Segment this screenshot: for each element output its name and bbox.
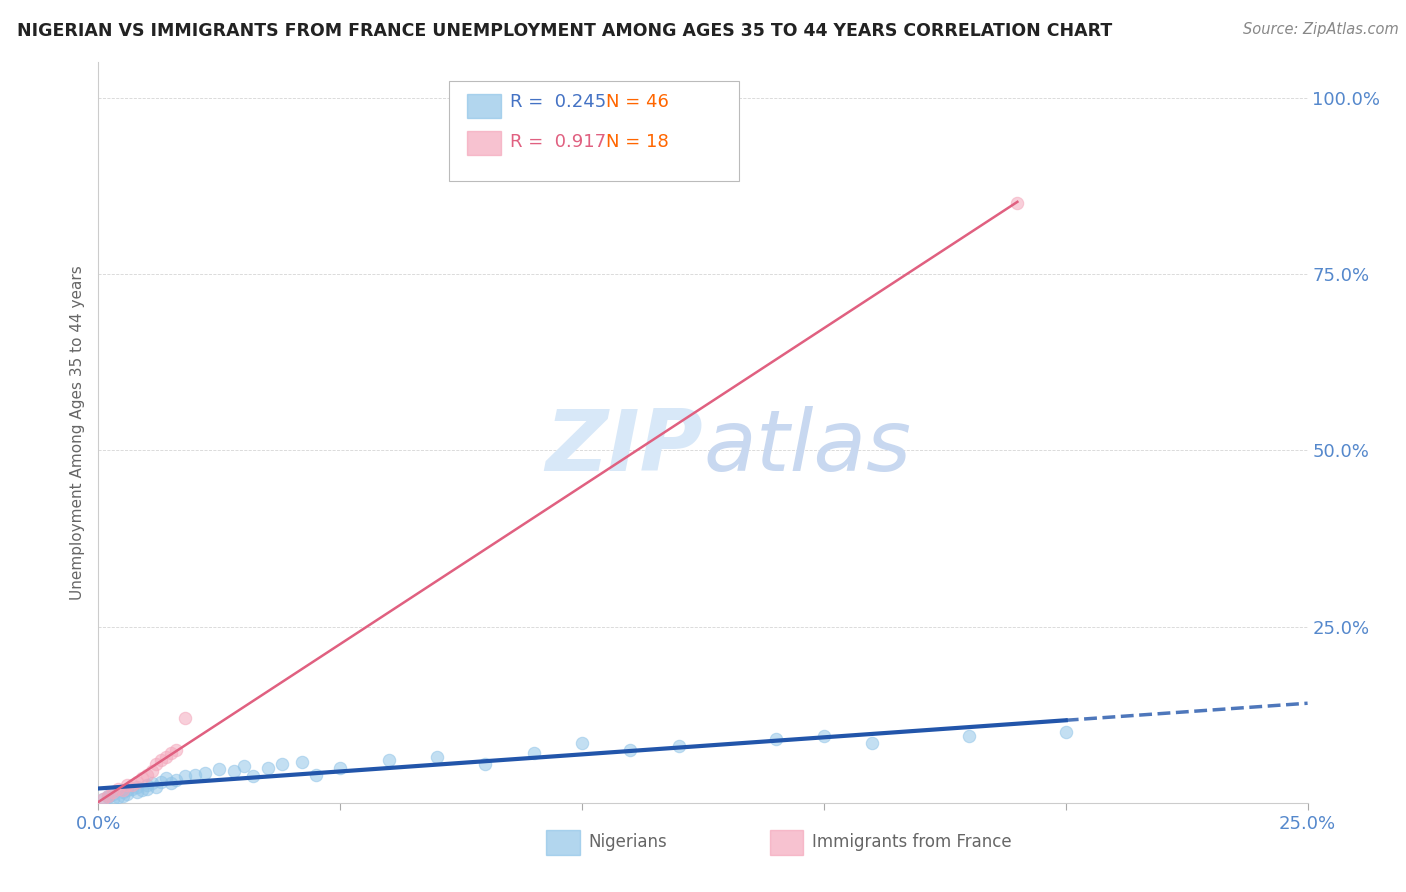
Point [1007,196,1029,211]
Text: R =  0.245: R = 0.245 [509,93,606,111]
Point [135,778,157,792]
Text: Nigerians: Nigerians [588,833,666,851]
Point [571,736,593,750]
Point [121,778,143,792]
Point [97,789,120,803]
Point [165,773,187,788]
Point [174,769,197,783]
Point [194,766,217,780]
Point [160,776,183,790]
Point [117,788,139,802]
Point [97,790,120,805]
Point [135,767,157,781]
Point [860,736,883,750]
Point [127,785,149,799]
Point [91,792,114,806]
Point [131,783,153,797]
Point [131,771,153,785]
FancyBboxPatch shape [546,830,579,855]
Y-axis label: Unemployment Among Ages 35 to 44 years: Unemployment Among Ages 35 to 44 years [70,265,86,600]
Point [107,781,129,796]
Point [377,754,399,768]
Point [111,789,134,803]
Point [271,757,294,772]
FancyBboxPatch shape [467,94,501,118]
Text: ZIP: ZIP [546,406,703,489]
Point [101,792,124,806]
Text: NIGERIAN VS IMMIGRANTS FROM FRANCE UNEMPLOYMENT AMONG AGES 35 TO 44 YEARS CORREL: NIGERIAN VS IMMIGRANTS FROM FRANCE UNEMP… [17,22,1112,40]
Point [135,781,157,796]
Point [97,789,120,803]
Point [160,747,183,761]
Point [155,771,177,785]
Point [101,785,124,799]
Point [222,764,245,778]
Point [523,747,546,761]
Point [474,757,496,772]
Text: atlas: atlas [703,406,911,489]
Point [91,792,114,806]
Point [121,781,143,796]
Text: Source: ZipAtlas.com: Source: ZipAtlas.com [1243,22,1399,37]
Point [290,755,312,769]
Point [174,711,197,725]
Point [619,743,641,757]
Point [1054,725,1077,739]
Point [232,759,254,773]
Point [165,743,187,757]
Point [111,783,134,797]
Point [141,764,163,778]
FancyBboxPatch shape [449,81,740,181]
Text: R =  0.917: R = 0.917 [509,134,606,152]
FancyBboxPatch shape [769,830,803,855]
Text: Immigrants from France: Immigrants from France [811,833,1011,851]
Point [184,767,207,781]
Point [111,785,134,799]
Text: N = 18: N = 18 [606,134,669,152]
Point [957,729,980,743]
Point [242,769,264,783]
Point [145,757,167,772]
Text: N = 46: N = 46 [606,93,669,111]
Point [256,760,278,774]
Point [127,780,149,795]
Point [813,729,835,743]
Point [765,732,787,747]
Point [101,788,124,802]
Point [107,790,129,805]
Point [117,783,139,797]
Point [127,774,149,789]
Point [150,754,173,768]
Point [141,776,163,790]
Point [208,762,231,776]
FancyBboxPatch shape [467,130,501,155]
Point [155,750,177,764]
Point [145,780,167,795]
Point [117,778,139,792]
Point [668,739,690,754]
Point [305,767,328,781]
Point [329,760,352,774]
Point [426,750,449,764]
Point [150,774,173,789]
